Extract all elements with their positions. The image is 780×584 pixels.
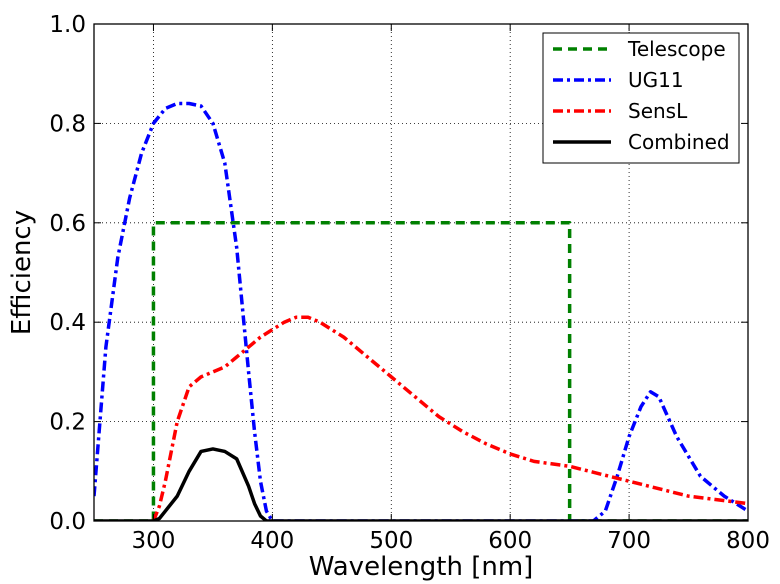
y-axis-label: Efficiency <box>7 210 37 335</box>
x-tick-label: 400 <box>250 528 294 554</box>
x-tick-label: 300 <box>132 528 176 554</box>
series-lines <box>94 101 748 521</box>
x-tick-label: 500 <box>369 528 413 554</box>
series-line-sensl <box>151 315 748 521</box>
x-axis-label: Wavelength [nm] <box>309 552 534 582</box>
y-tick-label: 1.0 <box>49 12 86 38</box>
tick-labels: 300 400 500 600 700 800 0.0 0.2 0.4 0.6 0.8 1.0 <box>49 12 770 554</box>
y-tick-label: 0.2 <box>49 410 86 436</box>
x-tick-label: 600 <box>488 528 532 554</box>
legend-label-telescope: Telescope <box>627 37 726 61</box>
y-tick-label: 0.6 <box>49 211 86 237</box>
x-tick-label: 700 <box>607 528 651 554</box>
legend: Telescope UG11 SensL Combined <box>542 32 740 164</box>
series-line-combined <box>94 447 748 521</box>
y-tick-label: 0.8 <box>49 111 86 137</box>
legend-label-sensl: SensL <box>628 99 688 123</box>
axis-ticks <box>94 23 749 522</box>
legend-label-combined: Combined <box>628 130 730 154</box>
series-line-ug11 <box>94 101 748 521</box>
plot-frame <box>93 23 749 522</box>
legend-label-ug11: UG11 <box>628 68 684 92</box>
x-tick-label: 800 <box>726 528 770 554</box>
y-tick-label: 0.0 <box>49 509 86 535</box>
y-tick-label: 0.4 <box>49 310 86 336</box>
